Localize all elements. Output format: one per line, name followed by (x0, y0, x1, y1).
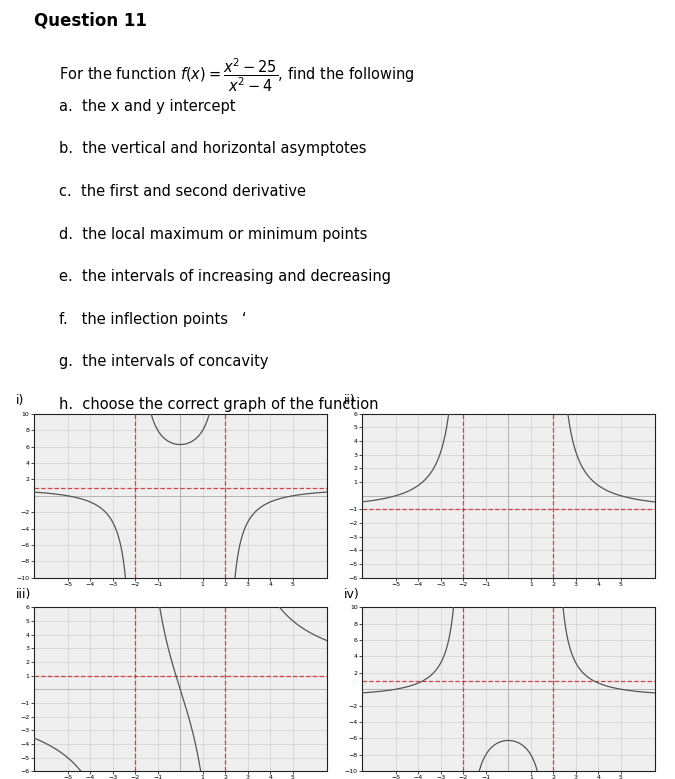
Text: i): i) (16, 394, 24, 407)
Text: ii): ii) (344, 394, 356, 407)
Text: c.  the first and second derivative: c. the first and second derivative (59, 184, 306, 199)
Text: d.  the local maximum or minimum points: d. the local maximum or minimum points (59, 227, 367, 241)
Text: e.  the intervals of increasing and decreasing: e. the intervals of increasing and decre… (59, 270, 391, 284)
Text: iii): iii) (16, 587, 32, 601)
Text: h.  choose the correct graph of the function: h. choose the correct graph of the funct… (59, 397, 378, 412)
Text: For the function $f(x) = \dfrac{x^2-25}{x^2-4}$, find the following: For the function $f(x) = \dfrac{x^2-25}{… (59, 56, 414, 94)
Text: b.  the vertical and horizontal asymptotes: b. the vertical and horizontal asymptote… (59, 142, 366, 157)
Text: f.   the inflection points   ‘: f. the inflection points ‘ (59, 312, 246, 326)
Text: iv): iv) (344, 587, 360, 601)
Text: a.  the x and y intercept: a. the x and y intercept (59, 99, 235, 114)
Text: Question 11: Question 11 (34, 12, 146, 30)
Text: g.  the intervals of concavity: g. the intervals of concavity (59, 354, 268, 369)
